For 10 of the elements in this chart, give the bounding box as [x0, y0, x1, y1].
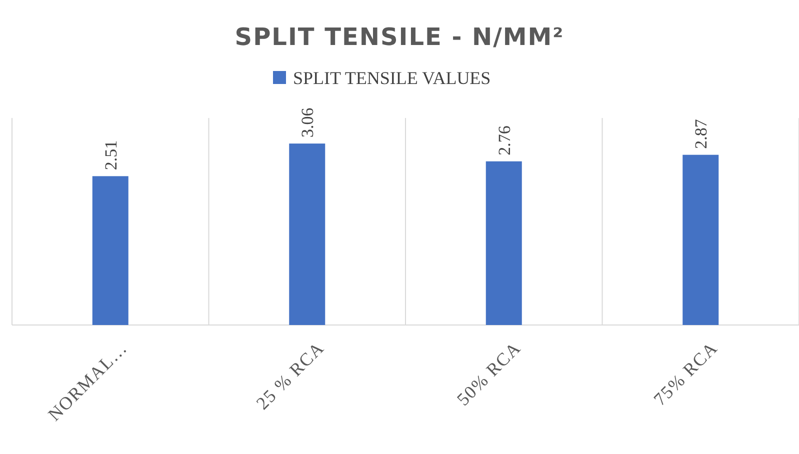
bar — [289, 144, 326, 325]
bar — [486, 161, 522, 325]
data-label: 2.51 — [101, 140, 120, 170]
data-label: 2.76 — [494, 126, 514, 156]
chart-title: SPLIT TENSILE - N/MM² — [234, 23, 564, 51]
legend-label: SPLIT TENSILE VALUES — [293, 68, 491, 88]
bar — [92, 176, 128, 325]
bar — [682, 154, 719, 325]
data-label: 2.87 — [692, 118, 711, 149]
data-label: 3.06 — [298, 108, 318, 138]
